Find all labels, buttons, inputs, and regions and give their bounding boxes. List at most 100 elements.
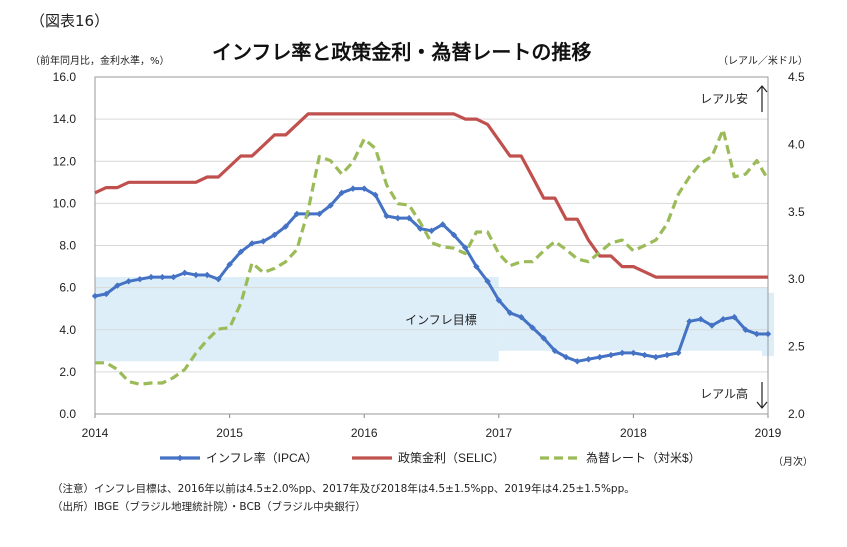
ipca-marker	[506, 309, 514, 317]
ipca-marker	[439, 221, 446, 228]
x-tick-label: 2018	[620, 426, 647, 440]
ipca-marker	[147, 273, 155, 281]
ipca-marker	[484, 278, 491, 285]
ipca-marker	[764, 330, 772, 338]
x-tick-label: 2016	[351, 426, 378, 440]
x-tick-label: 2015	[216, 426, 243, 440]
ipca-marker	[585, 356, 592, 363]
ipca-markers	[91, 185, 772, 365]
ipca-marker	[349, 185, 357, 192]
ipca-marker	[125, 278, 132, 285]
ipca-marker	[708, 322, 716, 329]
ipca-marker	[663, 351, 671, 359]
right-axis-unit: （レアル／米ドル）	[718, 56, 808, 67]
y-tick-label-right: 2.5	[788, 340, 805, 354]
ipca-marker	[562, 353, 570, 361]
ipca-marker	[518, 313, 525, 321]
x-unit-label: （月次）	[773, 455, 813, 468]
x-tick-label: 2014	[82, 426, 109, 440]
ipca-marker	[630, 349, 637, 357]
y-tick-label-left: 8.0	[59, 239, 76, 253]
ipca-marker	[652, 353, 660, 361]
ipca-marker	[753, 330, 760, 338]
ipca-marker	[237, 248, 245, 256]
ipca-marker	[226, 261, 233, 268]
ipca-marker	[596, 353, 603, 361]
up-arrow-icon	[756, 85, 768, 112]
ipca-marker	[461, 244, 469, 251]
ipca-marker	[719, 316, 727, 323]
y-tick-label-left: 2.0	[59, 365, 76, 379]
ipca-marker	[372, 191, 379, 199]
y-tick-label-left: 16.0	[53, 70, 77, 84]
y-tick-label-right: 4.5	[788, 70, 805, 84]
y-tick-label-left: 12.0	[53, 154, 77, 168]
ipca-marker	[529, 324, 536, 331]
ipca-marker	[271, 231, 278, 239]
ipca-marker	[316, 210, 323, 218]
ipca-marker	[394, 214, 402, 222]
legend-label: 為替レート（対米$）	[586, 451, 701, 465]
y-tick-label-left: 10.0	[53, 196, 77, 210]
band-label: インフレ目標	[405, 313, 477, 327]
ipca-marker	[641, 351, 648, 359]
ipca-marker	[731, 313, 738, 321]
legend-label: 政策金利（SELIC）	[398, 450, 505, 465]
ipca-marker	[248, 240, 256, 247]
y-tick-label-left: 6.0	[59, 281, 76, 295]
ipca-marker	[215, 276, 222, 283]
ipca-marker	[450, 231, 458, 239]
ipca-marker	[361, 185, 368, 192]
ipca-marker	[338, 189, 345, 197]
ipca-marker	[697, 316, 704, 323]
y-tick-label-right: 2.0	[788, 407, 805, 421]
selic-line	[94, 112, 768, 279]
down-arrow-icon	[756, 382, 768, 409]
ipca-marker	[675, 349, 682, 357]
y-tick-label-left: 14.0	[53, 112, 77, 126]
ipca-marker	[540, 334, 547, 342]
y-tick-label-right: 4.0	[788, 137, 805, 151]
ipca-marker	[405, 214, 413, 222]
ipca-marker	[192, 271, 200, 279]
ipca-marker	[574, 358, 581, 365]
y-tick-label-right: 3.0	[788, 272, 805, 286]
ipca-marker	[686, 318, 693, 325]
inflation-target-band	[95, 277, 774, 362]
ipca-marker	[203, 271, 211, 279]
x-tick-label: 2019	[755, 426, 782, 440]
figure-label: （図表16）	[30, 12, 110, 30]
ipca-marker	[742, 326, 749, 333]
y-tick-label-left: 0.0	[59, 407, 76, 421]
ipca-marker	[91, 292, 99, 300]
strong-real-label: レアル高	[700, 386, 748, 401]
plot-area	[94, 76, 769, 415]
fx-rate-line	[95, 128, 770, 386]
y-tick-label-right: 3.5	[788, 205, 805, 219]
y-tick-label-left: 4.0	[59, 323, 76, 337]
ipca-marker	[260, 238, 267, 245]
ipca-marker	[103, 290, 110, 298]
x-tick-label: 2017	[485, 426, 512, 440]
ipca-marker	[282, 223, 289, 230]
ipca-marker	[327, 202, 334, 209]
chart-note: （注意）インフレ目標は、2016年以前は4.5±2.0%pp、2017年及び20…	[52, 483, 635, 495]
chart-source: （出所）IBGE（ブラジル地理統計院）・BCB（ブラジル中央銀行）	[52, 501, 366, 513]
ipca-marker	[607, 351, 615, 359]
ipca-marker	[383, 212, 390, 220]
ipca-marker	[159, 273, 166, 281]
ipca-marker	[181, 269, 188, 277]
chart-title: インフレ率と政策金利・為替レートの推移	[212, 40, 592, 64]
left-axis-unit: （前年同月比，金利水準，%）	[30, 56, 170, 67]
ipca-marker	[170, 273, 177, 281]
target-band-segment	[95, 277, 499, 362]
ipca-marker	[473, 263, 480, 270]
ipca-marker	[136, 276, 144, 283]
ipca-marker	[293, 210, 301, 218]
ipca-marker	[495, 297, 502, 304]
weak-real-label: レアル安	[700, 91, 748, 106]
ipca-marker	[428, 227, 435, 234]
ipca-marker	[176, 454, 184, 462]
legend-label: インフレ率（IPCA）	[206, 450, 318, 465]
